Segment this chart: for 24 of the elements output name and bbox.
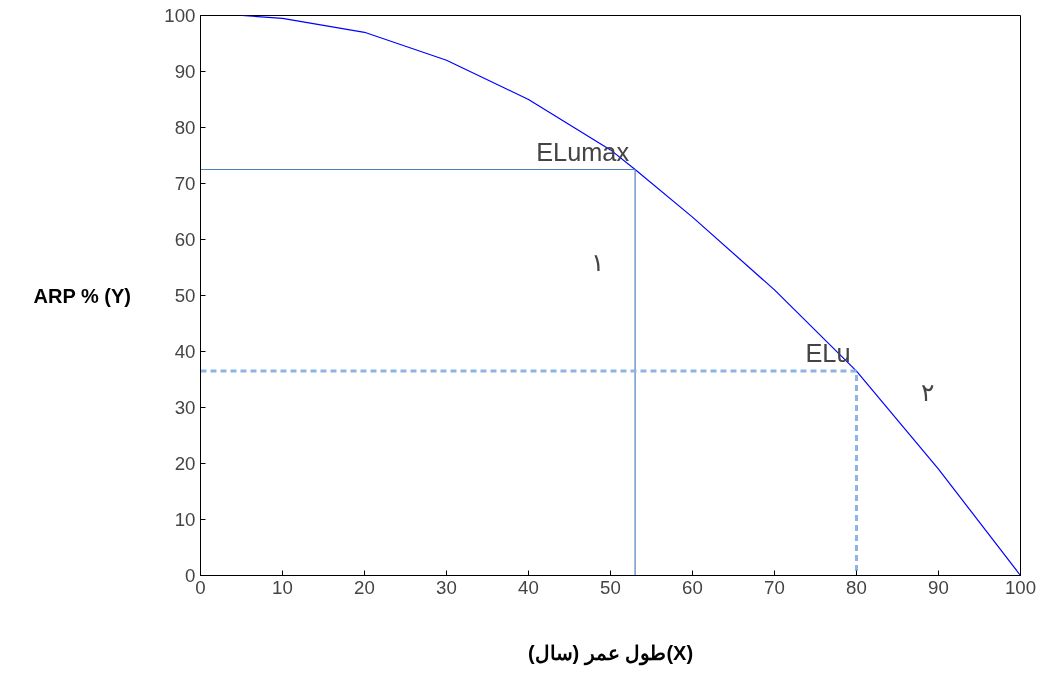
x-tick-label: 30 xyxy=(436,576,457,598)
y-tick-label: 50 xyxy=(174,285,196,306)
y-tick-label: 30 xyxy=(174,397,196,418)
y-tick-label: 90 xyxy=(174,61,196,82)
y-tick-label: 60 xyxy=(174,229,196,250)
annotation: ١ xyxy=(590,247,604,276)
x-tick-label: 10 xyxy=(272,576,293,598)
y-tick-label: 40 xyxy=(174,341,196,362)
x-tick-label: 40 xyxy=(518,576,539,598)
y-tick-label: 10 xyxy=(174,509,196,530)
y-tick-label: 70 xyxy=(174,173,196,194)
y-tick-label: 80 xyxy=(174,117,196,138)
x-tick-label: 50 xyxy=(600,576,621,598)
x-tick-label: 100 xyxy=(1004,576,1037,598)
x-axis-title: طول عمر (سال)(X) xyxy=(527,641,694,666)
x-tick-label: 90 xyxy=(928,576,949,598)
x-tick-label: 60 xyxy=(682,576,703,598)
y-axis-title: ARP % (Y) xyxy=(33,284,132,307)
x-tick-label: 20 xyxy=(354,576,375,598)
y-tick-label: 20 xyxy=(174,453,196,474)
x-tick-label: 80 xyxy=(846,576,867,598)
y-tick-label: 100 xyxy=(164,5,196,26)
annotation: ٢ xyxy=(920,377,934,406)
x-tick-label: 70 xyxy=(764,576,785,598)
